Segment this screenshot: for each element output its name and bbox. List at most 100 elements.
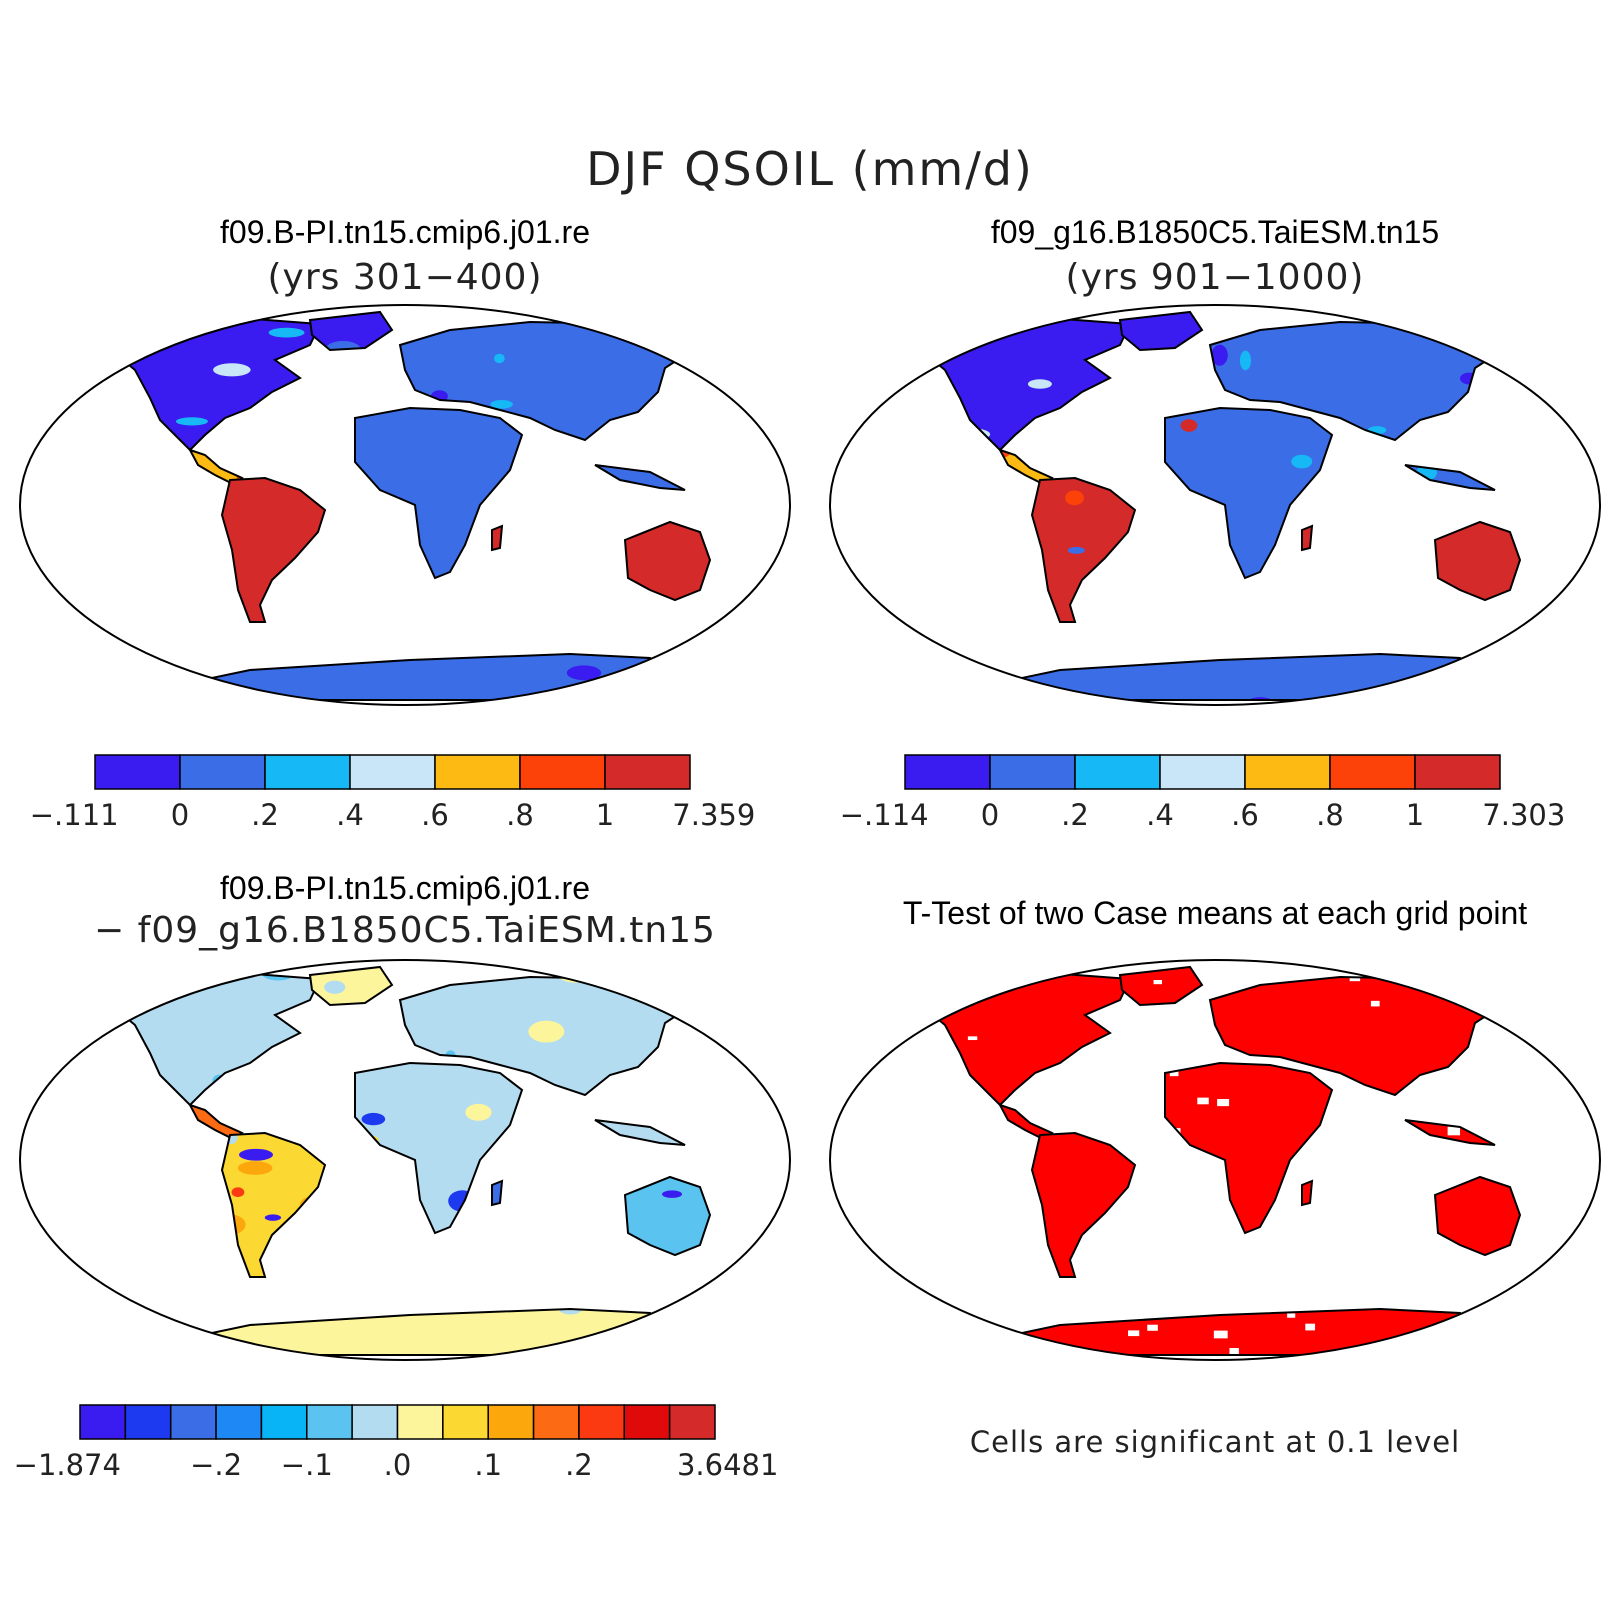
madagascar-region	[1302, 526, 1312, 550]
panel-4-note: Cells are significant at 0.1 level	[969, 1425, 1461, 1459]
north-america-coastline	[103, 971, 322, 1107]
colorbar-label: 0	[171, 798, 189, 832]
panel-3-map	[19, 959, 791, 1361]
panel-3-title: f09.B-PI.tn15.cmip6.j01.re	[220, 870, 590, 906]
greenland-region	[310, 967, 392, 1005]
colorbar-label: −.1	[281, 1448, 333, 1482]
central-america-region	[190, 1105, 242, 1140]
central-america-region	[1000, 1105, 1052, 1140]
colorbar-box	[124, 1404, 172, 1440]
colorbar-box	[1414, 754, 1501, 790]
colorbar-box	[904, 754, 991, 790]
north-america-coastline	[103, 316, 322, 452]
map-boundary	[829, 959, 1601, 1361]
colorbar-box	[519, 754, 606, 790]
madagascar-coastline	[1301, 524, 1314, 552]
indonesia-coastline	[594, 1119, 686, 1146]
colorbar-label: −.2	[190, 1448, 242, 1482]
colorbar-label: .2	[251, 798, 279, 832]
panel-1-title: f09.B-PI.tn15.cmip6.j01.re	[220, 214, 590, 250]
colorbar-box	[260, 1404, 308, 1440]
colorbar-box	[532, 1404, 580, 1440]
australia-region	[1435, 522, 1520, 600]
central-america-region	[190, 450, 242, 485]
north-america-coastline	[913, 316, 1132, 452]
colorbar-label: .4	[336, 798, 364, 832]
greenland-coastline	[308, 310, 394, 352]
colorbar-box	[989, 754, 1076, 790]
colorbar-label: .4	[1146, 798, 1174, 832]
colorbar-box	[264, 754, 351, 790]
indonesia-coastline	[1404, 464, 1496, 491]
australia-coastline	[623, 1175, 712, 1257]
colorbar-label: .8	[1316, 798, 1344, 832]
colorbar-box	[396, 1404, 444, 1440]
colorbar-label: .1	[474, 1448, 502, 1482]
colorbar-label: 7.303	[1482, 798, 1565, 832]
colorbar-box	[442, 1404, 489, 1440]
australia-coastline	[1433, 520, 1522, 602]
panel-1-subtitle: (yrs 301−400)	[267, 257, 543, 298]
panel-4-map	[829, 959, 1601, 1361]
australia-region	[625, 522, 710, 600]
colorbar-label: −.111	[30, 798, 119, 832]
africa-region	[1165, 408, 1332, 578]
south-america-coastline	[1030, 476, 1137, 623]
colorbar-box	[604, 754, 691, 790]
colorbar-label: .0	[384, 1448, 412, 1482]
australia-coastline	[1433, 1175, 1522, 1257]
panel-3-colorbar: −1.874 −.2 −.1 .0 .1 .2 3.6481	[14, 1404, 778, 1482]
colorbar-box	[578, 1404, 626, 1440]
figure-title: DJF QSOIL (mm/d)	[586, 142, 1034, 196]
panel-2-title: f09_g16.B1850C5.TaiESM.tn15	[990, 214, 1440, 250]
colorbar-box	[169, 1404, 217, 1440]
colorbar-box	[1074, 754, 1161, 790]
antarctica-region	[955, 1309, 1475, 1355]
colorbar-label: .2	[565, 1448, 593, 1482]
panel-4-title: T-Test of two Case means at each grid po…	[902, 895, 1528, 931]
colorbar-box	[1329, 754, 1416, 790]
colorbar-box	[623, 1404, 671, 1440]
colorbar-box	[179, 754, 266, 790]
panel-2-map	[829, 304, 1601, 706]
greenland-region	[1120, 967, 1202, 1005]
madagascar-coastline	[491, 1179, 504, 1207]
map-boundary	[829, 304, 1601, 706]
indonesia-region	[595, 1120, 685, 1145]
south-america-coastline	[220, 476, 327, 623]
madagascar-coastline	[491, 524, 504, 552]
indonesia-coastline	[1404, 1119, 1496, 1146]
colorbar-box	[79, 1404, 127, 1440]
colorbar-box	[487, 1404, 535, 1440]
australia-region	[1435, 1177, 1520, 1255]
eurasia-region	[400, 977, 700, 1095]
colorbar-box	[349, 754, 436, 790]
greenland-coastline	[308, 965, 394, 1007]
south-america-coastline	[1030, 1131, 1137, 1278]
australia-coastline	[623, 520, 712, 602]
colorbar-label: 1	[1406, 798, 1424, 832]
colorbar-box	[1244, 754, 1331, 790]
map-boundary	[19, 304, 791, 706]
map-boundary	[19, 959, 791, 1361]
panel-2-subtitle: (yrs 901−1000)	[1065, 257, 1365, 298]
africa-coastline	[354, 406, 524, 580]
colorbar-box	[94, 754, 181, 790]
colorbar-label: .2	[1061, 798, 1089, 832]
panel-1-map	[19, 304, 791, 706]
madagascar-coastline	[1301, 1179, 1314, 1207]
south-america-region	[222, 478, 325, 622]
greenland-coastline	[1118, 965, 1204, 1007]
colorbar-box	[306, 1404, 353, 1440]
colorbar-label: 0	[981, 798, 999, 832]
panel-3-subtitle: − f09_g16.B1850C5.TaiESM.tn15	[94, 910, 716, 951]
colorbar-label: .6	[421, 798, 449, 832]
colorbar-label: .8	[506, 798, 534, 832]
north-america-coastline	[913, 971, 1132, 1107]
eurasia-region	[400, 322, 700, 440]
greenland-coastline	[1118, 310, 1204, 352]
panel-2-colorbar: −.114 0 .2 .4 .6 .8 1 7.303	[840, 754, 1565, 832]
south-america-region	[222, 1133, 325, 1277]
indonesia-region	[595, 465, 685, 490]
indonesia-region	[1405, 1120, 1495, 1145]
